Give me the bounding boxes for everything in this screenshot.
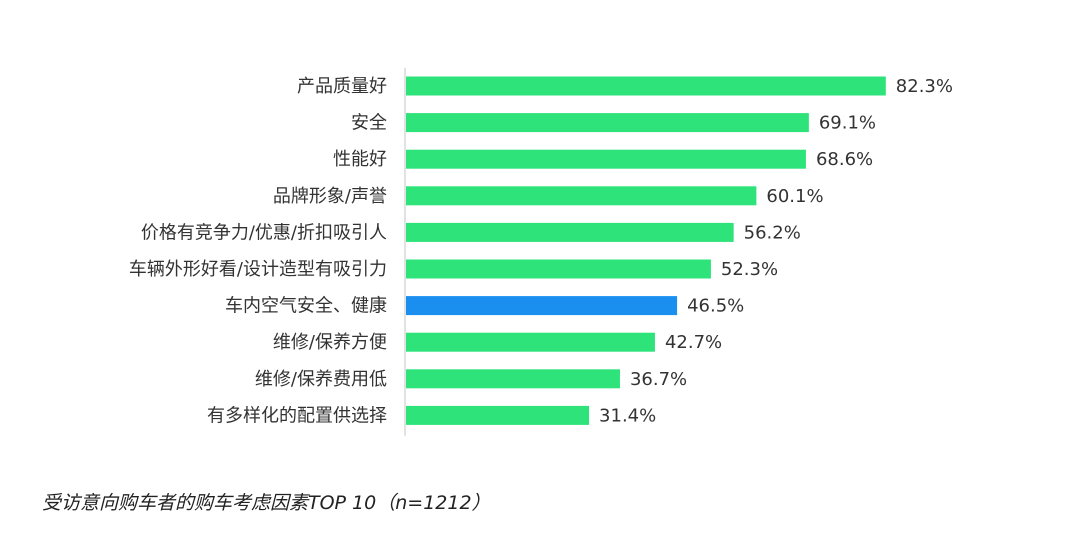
- bar: [406, 76, 886, 96]
- value-label: 60.1%: [766, 186, 823, 207]
- value-label: 69.1%: [819, 113, 876, 134]
- category-label: 车辆外形好看/设计造型有吸引力: [129, 259, 387, 280]
- bar: [406, 186, 757, 206]
- category-label: 维修/保养费用低: [255, 369, 387, 390]
- value-label: 52.3%: [721, 259, 778, 280]
- category-label: 品牌形象/声誉: [273, 186, 387, 207]
- value-label: 36.7%: [630, 369, 687, 390]
- bar: [406, 369, 620, 389]
- value-label: 42.7%: [665, 332, 722, 353]
- category-label: 有多样化的配置供选择: [207, 405, 387, 426]
- bar-chart: 产品质量好 82.3% 安全 69.1% 性能好 68.6% 品牌形象/声誉 60.1% 价格有…: [129, 67, 953, 436]
- category-label: 产品质量好: [297, 76, 387, 97]
- category-label: 维修/保养方便: [273, 332, 387, 353]
- category-label: 车内空气安全、健康: [225, 296, 387, 317]
- value-label: 68.6%: [816, 149, 873, 170]
- bar: [406, 149, 806, 169]
- value-label: 31.4%: [599, 405, 656, 426]
- chart-caption: 受访意向购车者的购车考虑因素TOP 10（n=1212）: [42, 492, 491, 514]
- bar: [406, 113, 809, 133]
- bar: [406, 259, 711, 279]
- bar: [406, 222, 734, 242]
- category-label: 价格有竞争力/优惠/折扣吸引人: [141, 222, 387, 243]
- bar: [406, 332, 655, 352]
- bar: [406, 405, 590, 425]
- category-label: 性能好: [333, 149, 387, 170]
- value-label: 46.5%: [687, 296, 744, 317]
- category-label: 安全: [351, 113, 387, 134]
- value-label: 56.2%: [744, 222, 801, 243]
- bar: [406, 296, 678, 316]
- value-label: 82.3%: [896, 76, 953, 97]
